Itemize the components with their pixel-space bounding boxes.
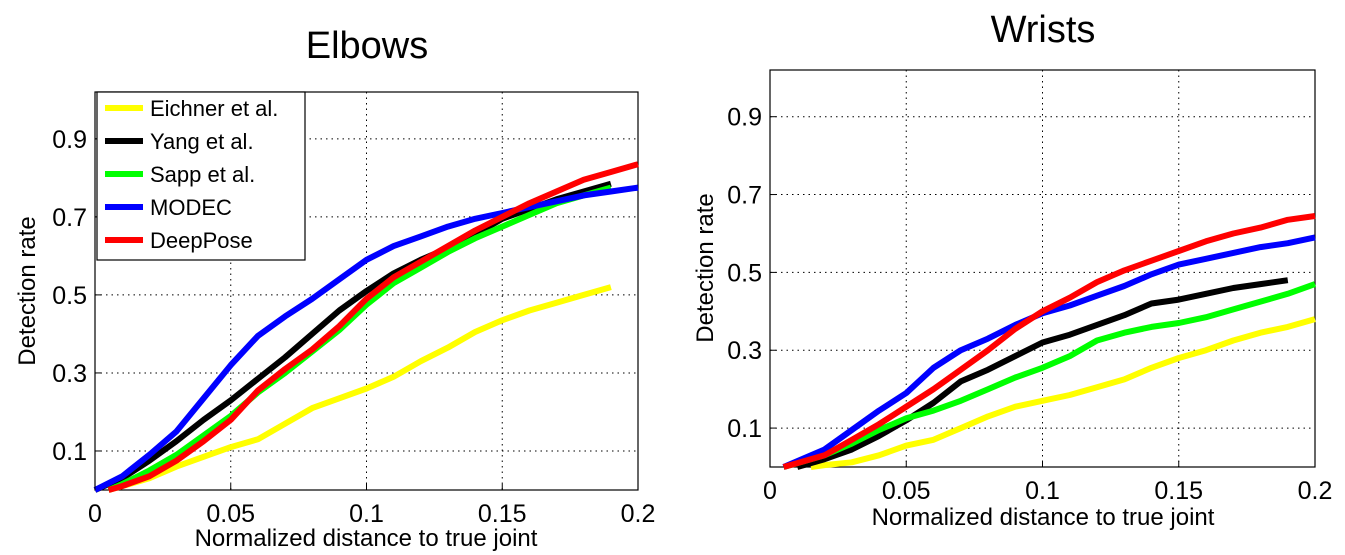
elbows-legend: Eichner et al. Yang et al. Sapp et al. MODE… xyxy=(96,91,306,261)
wrists-series-line-yang-et-al xyxy=(796,277,1289,470)
elbows-series-line-deeppose xyxy=(107,161,639,493)
elbows-y-axis-label: Detection rate xyxy=(14,216,41,365)
elbows-x-tick-label: 0 xyxy=(88,500,102,528)
wrists-series-group xyxy=(782,213,1317,470)
wrists-grid xyxy=(770,70,1315,467)
legend-label: Sapp et al. xyxy=(150,162,255,187)
legend-label: DeepPose xyxy=(150,228,253,253)
wrists-x-tick-label: 0.2 xyxy=(1298,477,1333,505)
wrists-x-axis-label: Normalized distance to true joint xyxy=(872,504,1215,531)
wrists-y-tick-label: 0.5 xyxy=(727,259,762,287)
legend-label: Eichner et al. xyxy=(150,96,278,121)
wrists-x-tick-label: 0 xyxy=(763,477,777,505)
elbows-x-tick-label: 0.15 xyxy=(478,500,527,528)
elbows-series-line-modec xyxy=(93,184,639,493)
wrists-series-line-deeppose xyxy=(782,213,1316,470)
wrists-y-tick-label: 0.3 xyxy=(727,337,762,365)
elbows-title: Elbows xyxy=(306,25,429,67)
wrists-y-axis-label: Detection rate xyxy=(692,193,719,342)
elbows-x-tick-label: 0.1 xyxy=(349,500,384,528)
elbows-y-tick-label: 0.7 xyxy=(52,204,87,232)
legend-label: Yang et al. xyxy=(150,129,254,154)
wrists-ticks: 0 0.05 0.1 0.15 0.2 0.1 0.3 0.5 0.7 0.9 xyxy=(727,104,1332,505)
elbows-x-tick-label: 0.2 xyxy=(621,500,656,528)
elbows-series-line-sapp-et-al xyxy=(107,184,612,493)
wrists-title: Wrists xyxy=(991,9,1096,51)
elbows-x-tick-label: 0.05 xyxy=(206,500,255,528)
elbows-series-line-eichner-et-al xyxy=(107,284,612,493)
elbows-ticks: 0 0.05 0.1 0.15 0.2 0.1 0.3 0.5 0.7 0.9 xyxy=(52,126,655,528)
wrists-x-tick-label: 0.1 xyxy=(1025,477,1060,505)
elbows-series-group xyxy=(93,161,639,493)
elbows-y-tick-label: 0.5 xyxy=(52,282,87,310)
elbows-chart: Elbows 0 0.05 0.1 0.15 0.2 0.1 0.3 0.5 0.7 0.9 No… xyxy=(14,25,655,552)
elbows-y-tick-label: 0.9 xyxy=(52,126,87,154)
wrists-y-tick-label: 0.9 xyxy=(727,104,762,132)
wrists-y-tick-label: 0.7 xyxy=(727,182,762,210)
wrists-chart: Wrists 0 0.05 0.1 0.15 0.2 0.1 0.3 0.5 0.7 0.9 No… xyxy=(692,9,1332,531)
wrists-x-tick-label: 0.05 xyxy=(882,477,931,505)
wrists-y-tick-label: 0.1 xyxy=(727,415,762,443)
wrists-series-line-sapp-et-al xyxy=(782,281,1317,470)
elbows-x-axis-label: Normalized distance to true joint xyxy=(195,525,538,552)
legend-label: MODEC xyxy=(150,195,232,220)
elbows-y-tick-label: 0.1 xyxy=(52,438,87,466)
wrists-x-tick-label: 0.15 xyxy=(1154,477,1203,505)
wrists-series-line-eichner-et-al xyxy=(810,316,1316,470)
elbows-y-tick-label: 0.3 xyxy=(52,360,87,388)
